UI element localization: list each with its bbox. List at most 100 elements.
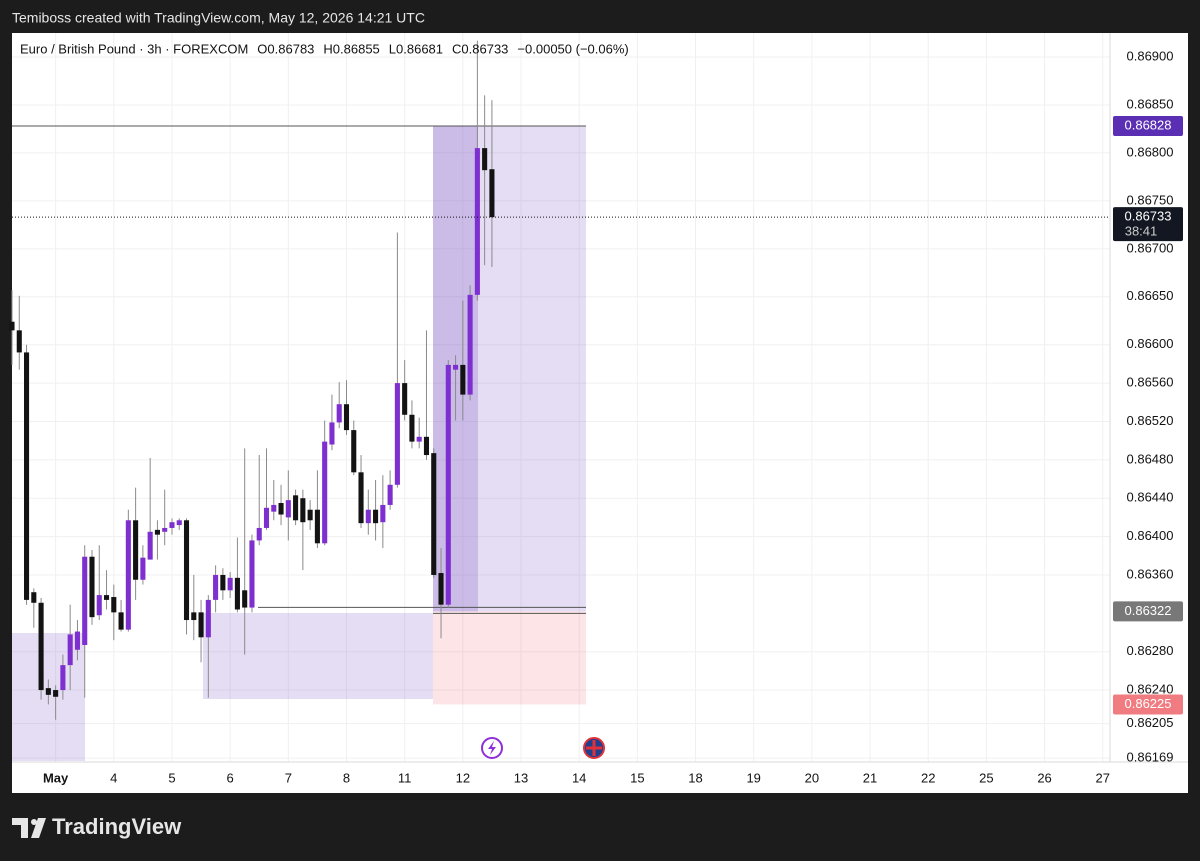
down-candle-body: [53, 690, 59, 697]
x-tick-label: 27: [1095, 770, 1109, 785]
y-tick-label: 0.86169: [1127, 750, 1174, 765]
up-candle-body: [205, 599, 211, 638]
down-candle-body: [431, 453, 437, 575]
x-tick-label: 26: [1037, 770, 1051, 785]
down-candle-body: [89, 556, 95, 618]
legend: Euro / British Pound · 3h · FOREXCOM O0.8…: [20, 41, 629, 56]
down-candle-body: [234, 577, 240, 610]
up-candle-body: [227, 577, 233, 591]
lightning-icon: [488, 741, 496, 755]
x-tick-label: May: [43, 770, 69, 785]
price-label: 0.86225: [1125, 696, 1172, 711]
down-candle-body: [9, 321, 15, 331]
up-candle-body: [249, 540, 255, 608]
y-tick-label: 0.86900: [1127, 48, 1174, 63]
y-tick-label: 0.86440: [1127, 490, 1174, 505]
down-candle-body: [402, 383, 408, 415]
x-tick-label: 25: [979, 770, 993, 785]
up-candle-body: [380, 504, 386, 523]
up-candle-body: [271, 504, 277, 512]
up-candle-body: [74, 631, 80, 650]
up-candle-body: [82, 556, 88, 645]
logo: TradingView: [12, 814, 182, 839]
legend-symbol: Euro / British Pound · 3h · FOREXCOM: [20, 41, 248, 56]
y-tick-label: 0.86520: [1127, 413, 1174, 428]
y-tick-label: 0.86700: [1127, 240, 1174, 255]
down-candle-body: [45, 688, 51, 695]
down-candle-body: [118, 612, 124, 630]
down-candle-body: [351, 430, 357, 473]
x-tick-label: 12: [456, 770, 470, 785]
down-candle-body: [278, 503, 284, 515]
down-candle-body: [31, 592, 37, 603]
up-candle-body: [416, 436, 422, 442]
up-candle-body: [467, 294, 473, 395]
countdown: 38:41: [1125, 224, 1158, 239]
y-tick-label: 0.86600: [1127, 336, 1174, 351]
down-candle-body: [307, 509, 313, 521]
y-tick-label: 0.86400: [1127, 528, 1174, 543]
price-label: 0.86828: [1125, 117, 1172, 132]
y-tick-label: 0.86800: [1127, 144, 1174, 159]
up-candle-body: [176, 520, 182, 526]
down-candle-body: [343, 404, 350, 431]
down-candle-body: [293, 495, 299, 521]
down-candle-body: [438, 573, 444, 605]
down-candle-body: [242, 590, 248, 608]
down-candle-body: [460, 364, 466, 395]
stop-zone: [433, 611, 586, 705]
target-zone: [433, 126, 586, 612]
x-tick-label: 7: [285, 770, 292, 785]
up-candle-body: [329, 422, 335, 445]
logo-icon: [12, 818, 46, 838]
y-tick-label: 0.86750: [1127, 192, 1174, 207]
price-label-box: [1113, 116, 1183, 137]
x-tick-label: 14: [572, 770, 586, 785]
y-tick-label: 0.86850: [1127, 96, 1174, 111]
legend-open: O0.86783: [257, 41, 314, 56]
down-candle-body: [16, 330, 22, 353]
price-label-box: [1113, 694, 1183, 715]
flag-cross: [586, 740, 602, 756]
up-candle-body: [96, 595, 102, 616]
chart-pane: [12, 33, 1188, 793]
up-candle-body: [445, 364, 451, 605]
price-label-box: [1113, 207, 1183, 242]
up-candle-body: [365, 509, 371, 524]
up-candle-body: [125, 520, 131, 630]
up-candle-body: [60, 665, 66, 691]
down-candle-body: [103, 595, 110, 600]
zone: [203, 613, 433, 699]
y-tick-label: 0.86280: [1127, 643, 1174, 658]
up-candle-body: [147, 531, 153, 560]
down-candle-body: [300, 498, 306, 523]
x-tick-label: 11: [398, 770, 412, 785]
legend-low: L0.86681: [389, 41, 443, 56]
up-candle-body: [263, 507, 270, 528]
down-candle-body: [154, 529, 160, 535]
legend-change: −0.00050 (−0.06%): [517, 41, 628, 56]
x-tick-label: 6: [227, 770, 234, 785]
up-candle-body: [322, 441, 328, 544]
y-tick-label: 0.86480: [1127, 451, 1174, 466]
position-tool: [12, 125, 586, 705]
price-label-box: [1113, 601, 1183, 622]
y-tick-label: 0.86360: [1127, 566, 1174, 581]
x-tick-label: 18: [688, 770, 702, 785]
down-candle-body: [23, 352, 30, 600]
down-candle-body: [358, 472, 364, 524]
legend-close: C0.86733: [452, 41, 508, 56]
logo-dot: [31, 819, 37, 825]
down-candle-body: [489, 169, 495, 218]
down-candle-body: [38, 602, 44, 691]
x-tick-label: 22: [921, 770, 935, 785]
down-candle-body: [198, 612, 204, 638]
down-candle-body: [373, 509, 379, 524]
x-tick-label: 8: [343, 770, 350, 785]
down-candle-body: [409, 414, 415, 442]
up-candle-body: [387, 484, 393, 505]
y-tick-label: 0.86240: [1127, 681, 1174, 696]
down-candle-body: [220, 574, 226, 591]
footer-text: TradingView: [52, 814, 182, 839]
